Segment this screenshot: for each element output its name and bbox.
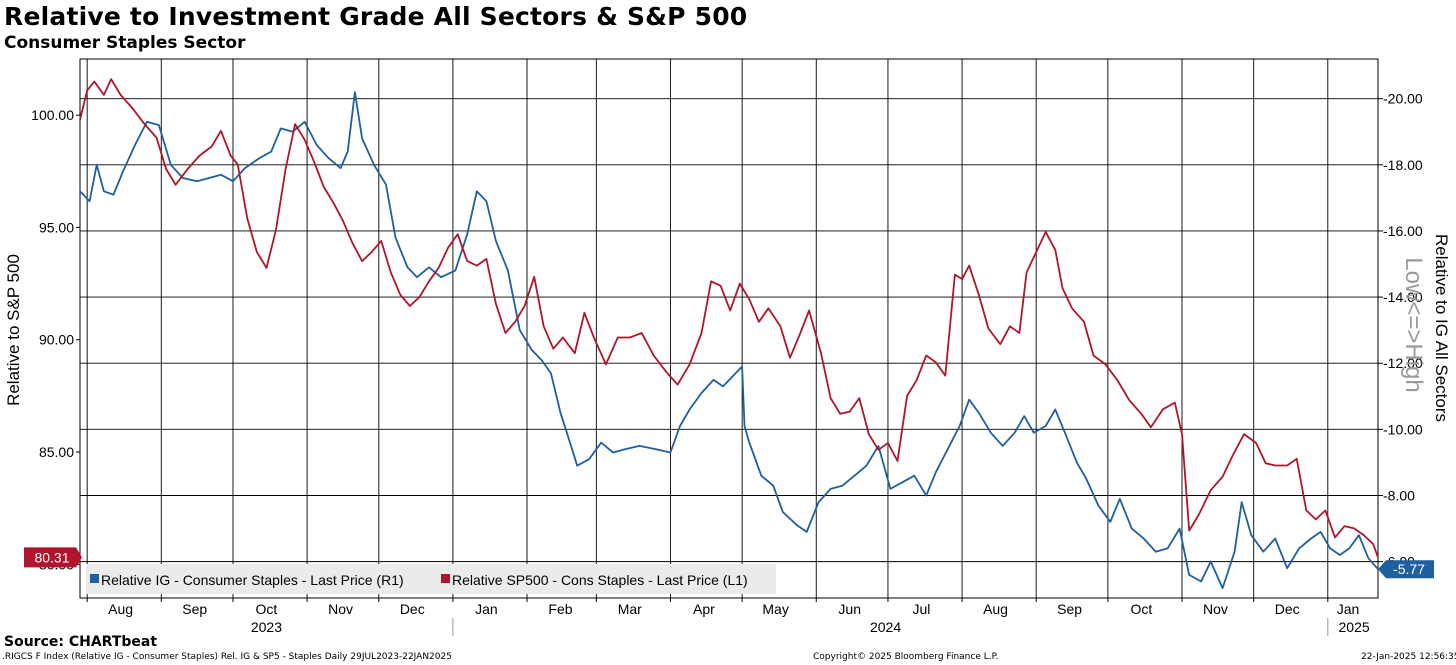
x-axis-month-label: Oct: [256, 601, 278, 617]
right-axis-tick-label: -14.00: [1383, 289, 1423, 305]
x-axis-month-label: Jun: [838, 601, 861, 617]
chart-subtitle: Consumer Staples Sector: [4, 33, 246, 53]
x-axis-month-label: Nov: [328, 601, 353, 617]
right-axis-title: Relative to IG All Sectors: [1432, 234, 1451, 422]
right-axis-tick-label: -10.00: [1383, 421, 1423, 437]
left-axis-title: Relative to S&P 500: [4, 254, 23, 406]
legend-entry: Relative SP500 - Cons Staples - Last Pri…: [452, 572, 748, 588]
source-note: Source: CHARTbeat: [4, 634, 158, 650]
series-line-relative-sp500: [79, 78, 1379, 558]
last-value-badge-left: [24, 547, 82, 568]
legend-swatch: [441, 574, 450, 583]
x-axis-month-label: Mar: [618, 601, 642, 617]
x-axis-month-label: Aug: [983, 601, 1008, 617]
x-axis-month-label: Sep: [1057, 601, 1082, 617]
right-axis-tick-label: -12.00: [1383, 355, 1423, 371]
legend-box: [86, 564, 776, 594]
x-axis-month-label: Jan: [475, 601, 498, 617]
right-axis-tick-label: -8.00: [1383, 487, 1415, 503]
left-axis-tick-label: 100.00: [31, 107, 74, 123]
x-axis-month-label: Oct: [1130, 601, 1152, 617]
left-axis-tick-label: 95.00: [39, 219, 74, 235]
x-axis-month-label: Apr: [693, 601, 715, 617]
low-high-annotation: Low<=>High: [1400, 257, 1427, 392]
index-info-note: .RIGCS F Index (Relative IG - Consumer S…: [2, 652, 452, 662]
legend-swatch: [90, 574, 99, 583]
x-axis-month-label: Feb: [548, 601, 572, 617]
plot-frame: [79, 58, 1379, 599]
x-axis-year-label: 2023: [251, 619, 282, 635]
x-axis-month-label: Nov: [1203, 601, 1228, 617]
left-axis-tick-label: 90.00: [39, 332, 74, 348]
last-value-badge-right: [1378, 560, 1434, 579]
timestamp-note: 22-Jan-2025 12:56:35: [1361, 652, 1456, 662]
series-line-relative-ig: [79, 91, 1379, 589]
x-axis-month-label: Dec: [1275, 601, 1300, 617]
x-axis-month-label: Jul: [912, 601, 930, 617]
chart-title: Relative to Investment Grade All Sectors…: [4, 2, 748, 31]
x-axis-year-label: 2025: [1339, 619, 1370, 635]
x-axis-month-label: Aug: [108, 601, 133, 617]
left-axis-tick-label: 85.00: [39, 444, 74, 460]
right-axis-tick-label: -18.00: [1383, 157, 1423, 173]
x-axis-month-label: Dec: [400, 601, 425, 617]
legend-entry: Relative IG - Consumer Staples - Last Pr…: [101, 572, 404, 588]
x-axis-month-label: Jan: [1337, 601, 1360, 617]
last-value-label-left: 80.31: [34, 549, 69, 565]
right-axis-tick-label: -16.00: [1383, 223, 1423, 239]
right-axis-tick-label: -20.00: [1383, 91, 1423, 107]
x-axis-year-label: 2024: [870, 619, 901, 635]
x-axis-month-label: May: [762, 601, 788, 617]
last-value-label-right: -5.77: [1393, 561, 1425, 577]
copyright-note: Copyright© 2025 Bloomberg Finance L.P.: [813, 652, 999, 662]
x-axis-month-label: Sep: [182, 601, 207, 617]
